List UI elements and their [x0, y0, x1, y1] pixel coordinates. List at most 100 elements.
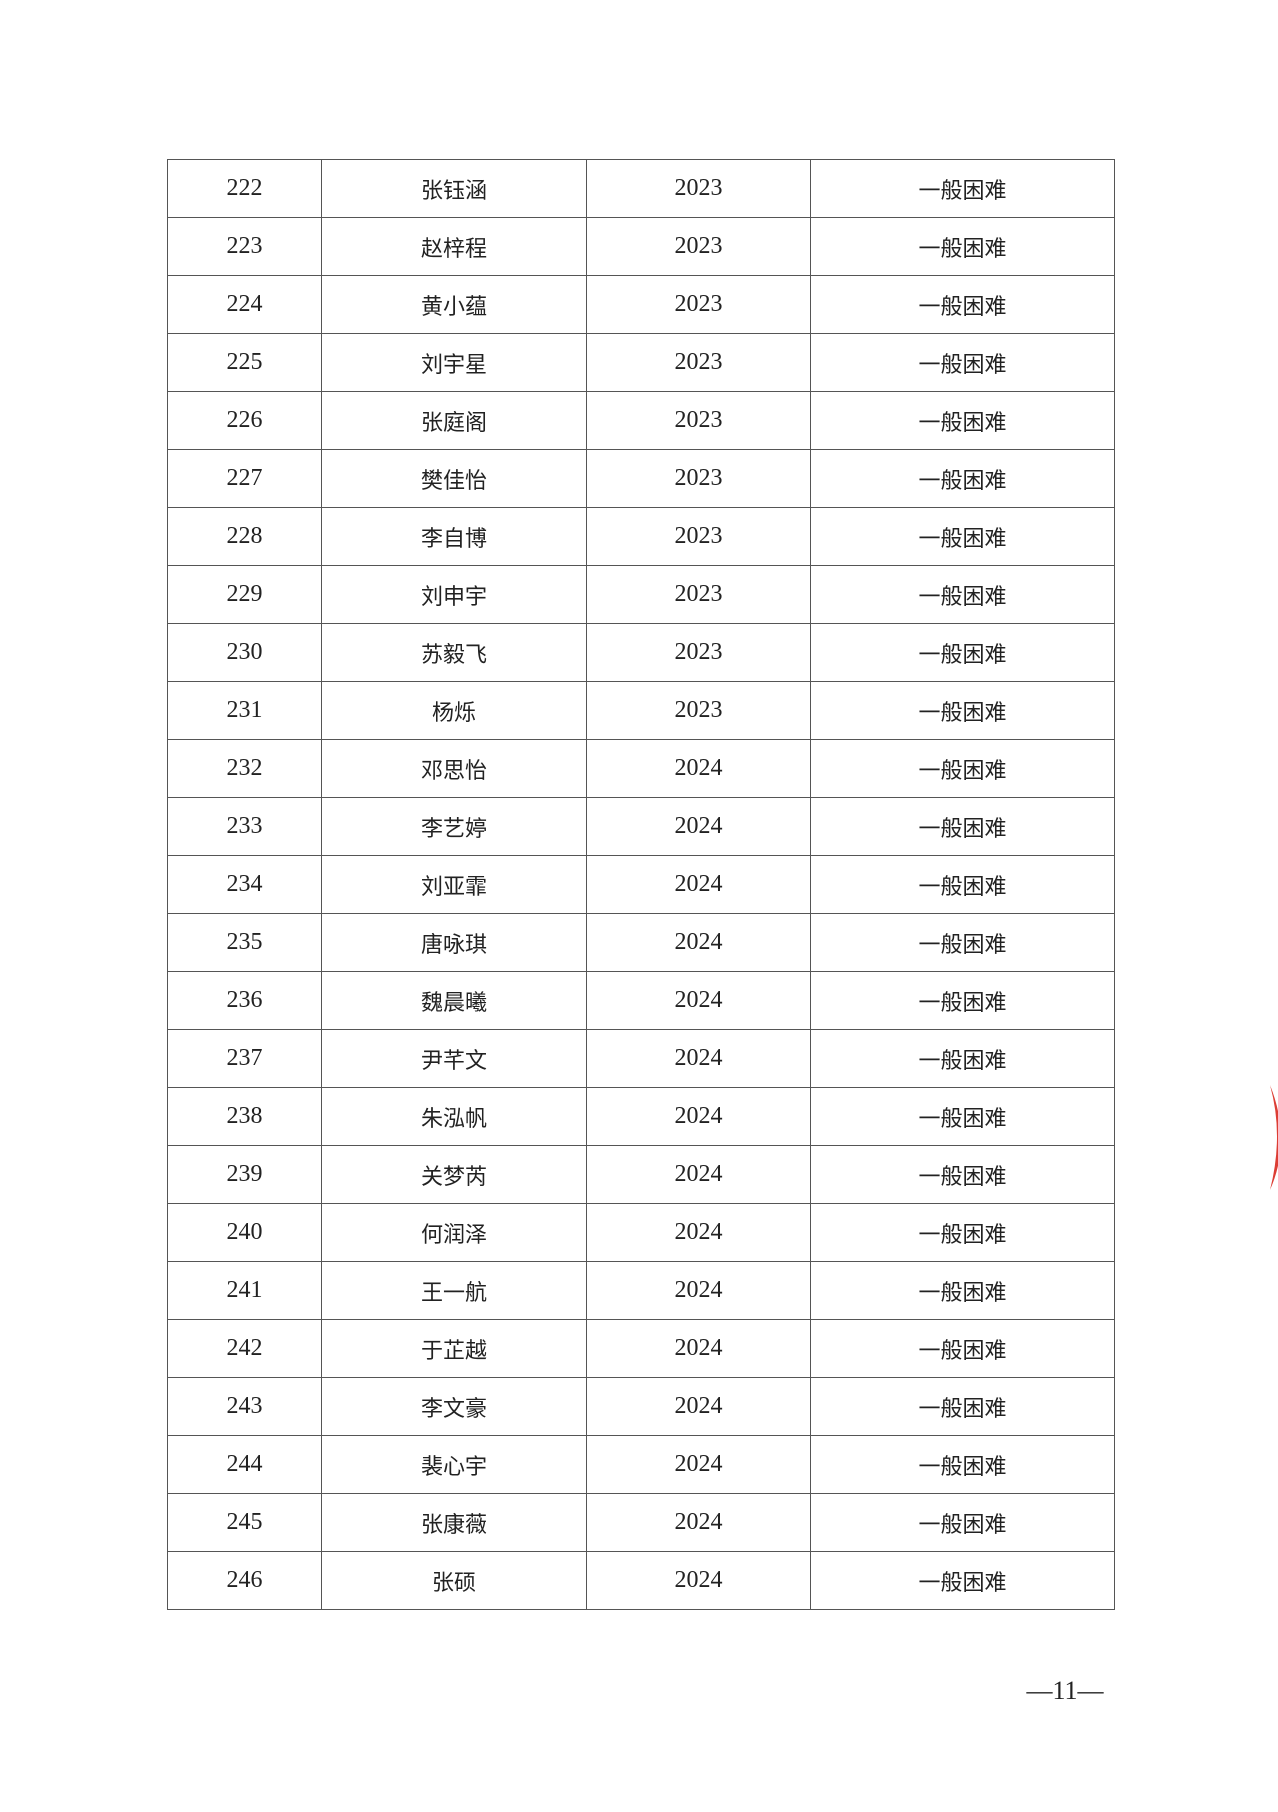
- table-row: 222 张钰涵 2023 一般困难: [167, 159, 1115, 218]
- cell-difficulty-level: 一般困难: [810, 1029, 1115, 1088]
- cell-difficulty-level: 一般困难: [810, 1493, 1115, 1552]
- table-row: 226 张庭阁 2023 一般困难: [167, 391, 1115, 450]
- cell-year: 2023: [586, 507, 811, 566]
- cell-number: 244: [167, 1435, 322, 1494]
- table-row: 246 张硕 2024 一般困难: [167, 1551, 1115, 1610]
- cell-year: 2024: [586, 913, 811, 972]
- cell-difficulty-level: 一般困难: [810, 159, 1115, 218]
- cell-number: 237: [167, 1029, 322, 1088]
- cell-number: 240: [167, 1203, 322, 1262]
- cell-difficulty-level: 一般困难: [810, 507, 1115, 566]
- table-row: 232 邓思怡 2024 一般困难: [167, 739, 1115, 798]
- cell-number: 236: [167, 971, 322, 1030]
- cell-number: 232: [167, 739, 322, 798]
- table-row: 244 裴心宇 2024 一般困难: [167, 1435, 1115, 1494]
- cell-year: 2024: [586, 1087, 811, 1146]
- cell-name: 张硕: [321, 1551, 587, 1610]
- cell-year: 2024: [586, 1203, 811, 1262]
- cell-name: 朱泓帆: [321, 1087, 587, 1146]
- cell-number: 231: [167, 681, 322, 740]
- cell-name: 刘申宇: [321, 565, 587, 624]
- cell-name: 樊佳怡: [321, 449, 587, 508]
- cell-name: 刘亚霏: [321, 855, 587, 914]
- cell-number: 245: [167, 1493, 322, 1552]
- cell-name: 邓思怡: [321, 739, 587, 798]
- cell-year: 2023: [586, 449, 811, 508]
- cell-year: 2023: [586, 333, 811, 392]
- cell-number: 226: [167, 391, 322, 450]
- table-row: 239 关梦芮 2024 一般困难: [167, 1145, 1115, 1204]
- cell-difficulty-level: 一般困难: [810, 391, 1115, 450]
- cell-name: 黄小蕴: [321, 275, 587, 334]
- cell-number: 224: [167, 275, 322, 334]
- table-row: 227 樊佳怡 2023 一般困难: [167, 449, 1115, 508]
- cell-year: 2023: [586, 391, 811, 450]
- cell-difficulty-level: 一般困难: [810, 1261, 1115, 1320]
- cell-year: 2024: [586, 1029, 811, 1088]
- table-row: 242 于芷越 2024 一般困难: [167, 1319, 1115, 1378]
- cell-year: 2024: [586, 971, 811, 1030]
- table-row: 238 朱泓帆 2024 一般困难: [167, 1087, 1115, 1146]
- cell-year: 2024: [586, 1493, 811, 1552]
- cell-difficulty-level: 一般困难: [810, 623, 1115, 682]
- cell-name: 李文豪: [321, 1377, 587, 1436]
- cell-name: 赵梓程: [321, 217, 587, 276]
- cell-number: 246: [167, 1551, 322, 1610]
- cell-name: 张庭阁: [321, 391, 587, 450]
- cell-name: 何润泽: [321, 1203, 587, 1262]
- cell-number: 234: [167, 855, 322, 914]
- cell-name: 杨烁: [321, 681, 587, 740]
- cell-number: 222: [167, 159, 322, 218]
- page-number: —11—: [1026, 1676, 1104, 1705]
- cell-difficulty-level: 一般困难: [810, 1203, 1115, 1262]
- cell-name: 苏毅飞: [321, 623, 587, 682]
- cell-difficulty-level: 一般困难: [810, 1145, 1115, 1204]
- table-row: 224 黄小蕴 2023 一般困难: [167, 275, 1115, 334]
- cell-difficulty-level: 一般困难: [810, 275, 1115, 334]
- cell-name: 刘宇星: [321, 333, 587, 392]
- cell-name: 尹芊文: [321, 1029, 587, 1088]
- cell-number: 225: [167, 333, 322, 392]
- cell-year: 2024: [586, 1261, 811, 1320]
- cell-number: 229: [167, 565, 322, 624]
- table-row: 225 刘宇星 2023 一般困难: [167, 333, 1115, 392]
- cell-number: 238: [167, 1087, 322, 1146]
- cell-difficulty-level: 一般困难: [810, 971, 1115, 1030]
- cell-difficulty-level: 一般困难: [810, 1377, 1115, 1436]
- cell-year: 2023: [586, 565, 811, 624]
- cell-difficulty-level: 一般困难: [810, 333, 1115, 392]
- cell-number: 230: [167, 623, 322, 682]
- cell-number: 228: [167, 507, 322, 566]
- cell-year: 2024: [586, 1145, 811, 1204]
- cell-name: 李艺婷: [321, 797, 587, 856]
- table-row: 235 唐咏琪 2024 一般困难: [167, 913, 1115, 972]
- table-row: 240 何润泽 2024 一般困难: [167, 1203, 1115, 1262]
- cell-number: 235: [167, 913, 322, 972]
- red-seal-stamp-fragment: [1270, 1085, 1278, 1190]
- table-row: 228 李自博 2023 一般困难: [167, 507, 1115, 566]
- cell-year: 2024: [586, 1551, 811, 1610]
- cell-difficulty-level: 一般困难: [810, 681, 1115, 740]
- table-row: 230 苏毅飞 2023 一般困难: [167, 623, 1115, 682]
- cell-year: 2024: [586, 797, 811, 856]
- cell-year: 2023: [586, 217, 811, 276]
- cell-number: 243: [167, 1377, 322, 1436]
- cell-name: 魏晨曦: [321, 971, 587, 1030]
- table-row: 245 张康薇 2024 一般困难: [167, 1493, 1115, 1552]
- cell-difficulty-level: 一般困难: [810, 797, 1115, 856]
- table-row: 231 杨烁 2023 一般困难: [167, 681, 1115, 740]
- cell-year: 2024: [586, 1377, 811, 1436]
- student-table: 222 张钰涵 2023 一般困难 223 赵梓程 2023 一般困难 224 黄小蕴 2023 一般…: [167, 159, 1115, 1610]
- cell-name: 张康薇: [321, 1493, 587, 1552]
- cell-year: 2023: [586, 623, 811, 682]
- cell-number: 242: [167, 1319, 322, 1378]
- cell-difficulty-level: 一般困难: [810, 217, 1115, 276]
- cell-difficulty-level: 一般困难: [810, 1551, 1115, 1610]
- cell-name: 于芷越: [321, 1319, 587, 1378]
- table-row: 234 刘亚霏 2024 一般困难: [167, 855, 1115, 914]
- cell-difficulty-level: 一般困难: [810, 739, 1115, 798]
- cell-year: 2024: [586, 855, 811, 914]
- cell-difficulty-level: 一般困难: [810, 449, 1115, 508]
- cell-year: 2023: [586, 159, 811, 218]
- cell-year: 2024: [586, 1435, 811, 1494]
